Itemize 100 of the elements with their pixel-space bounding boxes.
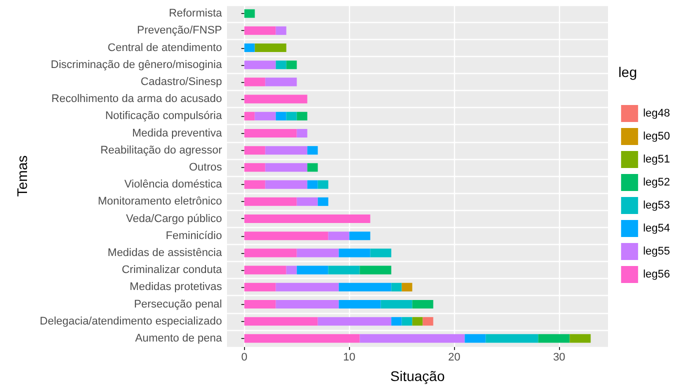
bar bbox=[244, 282, 276, 292]
bar bbox=[244, 163, 266, 172]
y-tick-label: Veda/Cargo público bbox=[126, 212, 222, 225]
y-tick-label: Reformista bbox=[168, 8, 223, 20]
bar bbox=[265, 180, 308, 189]
bar bbox=[254, 112, 276, 120]
bar bbox=[328, 232, 350, 240]
y-tick-label: Aumento de pena bbox=[135, 332, 223, 344]
legend-title: leg bbox=[618, 64, 638, 80]
x-tick-label: 30 bbox=[553, 352, 566, 364]
bar bbox=[486, 334, 538, 343]
bar bbox=[338, 248, 370, 258]
bar bbox=[244, 128, 297, 138]
bar bbox=[244, 232, 328, 240]
y-tick-label: Delegacia/atendimento especializado bbox=[40, 315, 222, 328]
y-tick-label: Medidas de assistência bbox=[108, 246, 223, 259]
bar bbox=[244, 112, 255, 120]
bar bbox=[244, 180, 266, 189]
bar bbox=[286, 266, 297, 274]
bar bbox=[244, 214, 370, 224]
y-tick-label: Cadastro/Sinesp bbox=[140, 76, 222, 88]
bar bbox=[391, 282, 402, 292]
x-axis-title: Situação bbox=[390, 368, 445, 384]
bar bbox=[307, 180, 318, 189]
y-tick-label: Criminalizar conduta bbox=[122, 264, 223, 276]
y-axis-title: Temas bbox=[14, 155, 30, 197]
y-tick-label: Discriminação de gênero/misoginia bbox=[50, 58, 223, 71]
y-tick-label: Central de atendimento bbox=[108, 42, 222, 54]
bar bbox=[244, 60, 276, 70]
bar bbox=[318, 197, 328, 206]
x-tick-label: 0 bbox=[241, 352, 248, 364]
y-tick-label: Medida preventiva bbox=[132, 127, 223, 140]
bar bbox=[296, 128, 308, 138]
bar bbox=[254, 43, 286, 52]
bar bbox=[244, 266, 286, 274]
bar bbox=[391, 317, 402, 326]
bar bbox=[244, 197, 297, 206]
bar bbox=[360, 266, 392, 274]
bar bbox=[244, 94, 308, 104]
bar bbox=[360, 334, 465, 343]
legend-label: leg56 bbox=[643, 268, 670, 280]
y-tick-label: Medidas protetivas bbox=[130, 281, 222, 294]
bar bbox=[286, 112, 297, 120]
legend-label: leg53 bbox=[643, 200, 670, 212]
bar bbox=[244, 248, 297, 258]
bar bbox=[296, 112, 308, 120]
y-tick-label: Outros bbox=[188, 161, 222, 174]
bar bbox=[244, 43, 255, 52]
bar bbox=[276, 26, 286, 35]
legend-label: leg50 bbox=[643, 130, 670, 142]
y-tick-label: Feminicídio bbox=[166, 230, 222, 242]
legend-label: leg54 bbox=[643, 222, 670, 234]
bar bbox=[244, 78, 266, 86]
bar bbox=[296, 197, 318, 206]
bar bbox=[318, 180, 328, 189]
bar bbox=[349, 232, 370, 240]
bar bbox=[296, 266, 328, 274]
bar bbox=[265, 163, 308, 172]
bar bbox=[244, 300, 276, 309]
legend-label: leg55 bbox=[643, 246, 670, 258]
legend-label: leg48 bbox=[643, 108, 670, 120]
bar bbox=[265, 78, 297, 86]
y-tick-label: Persecução penal bbox=[134, 298, 222, 310]
bar bbox=[328, 266, 360, 274]
legend-label: leg51 bbox=[643, 154, 670, 166]
bar bbox=[412, 300, 434, 309]
y-tick-label: Monitoramento eletrônico bbox=[98, 196, 222, 208]
x-tick-label: 10 bbox=[343, 352, 356, 364]
bar bbox=[538, 334, 570, 343]
y-tick-label: Notificação compulsória bbox=[105, 110, 223, 122]
bar bbox=[244, 26, 276, 35]
legend-label: leg52 bbox=[643, 176, 670, 188]
bar bbox=[244, 9, 255, 18]
bar bbox=[307, 163, 318, 172]
bar bbox=[412, 317, 423, 326]
y-tick-label: Prevenção/FNSP bbox=[137, 24, 222, 37]
bar bbox=[307, 146, 318, 155]
bar bbox=[286, 60, 297, 70]
bar bbox=[402, 282, 412, 292]
bar bbox=[244, 146, 266, 155]
bar bbox=[276, 60, 286, 70]
bar bbox=[276, 112, 286, 120]
bar bbox=[380, 300, 412, 309]
bar bbox=[570, 334, 591, 343]
bar bbox=[338, 282, 392, 292]
y-tick-label: Reabilitação do agressor bbox=[100, 144, 222, 156]
bar bbox=[318, 317, 392, 326]
bar bbox=[276, 300, 339, 309]
bar bbox=[296, 248, 339, 258]
bar bbox=[338, 300, 381, 309]
x-tick-label: 20 bbox=[448, 352, 460, 364]
bar bbox=[370, 248, 392, 258]
bar bbox=[265, 146, 308, 155]
bar bbox=[276, 282, 339, 292]
bar bbox=[244, 334, 360, 343]
bar bbox=[244, 317, 318, 326]
bar bbox=[422, 317, 434, 326]
y-tick-label: Violência doméstica bbox=[124, 178, 223, 191]
y-tick-label: Recolhimento da arma do acusado bbox=[51, 93, 222, 106]
bar bbox=[402, 317, 412, 326]
